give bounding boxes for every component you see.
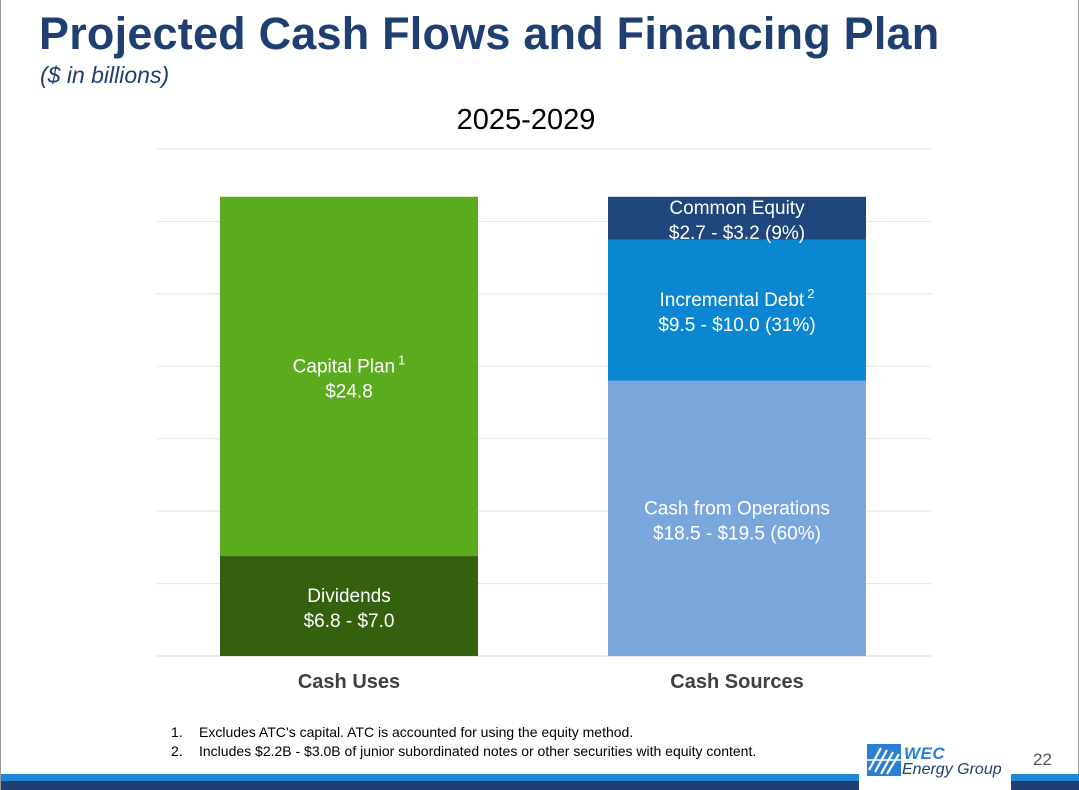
bar-segment-value: $6.8 - $7.0 xyxy=(304,611,395,632)
bar-segment-label: Incremental Debt 2 xyxy=(660,286,815,311)
footnote-1: 1. Excludes ATC’s capital. ATC is accoun… xyxy=(171,723,756,742)
footnote-marker: 1 xyxy=(398,352,405,367)
category-label: Cash Uses xyxy=(298,671,400,693)
bar-segment-value: $24.8 xyxy=(325,381,373,402)
bar-segment xyxy=(220,556,478,656)
bar-segment-label: Cash from Operations xyxy=(644,498,830,519)
wec-logo-icon xyxy=(867,744,901,776)
bar-segment-label: Common Equity xyxy=(669,198,805,219)
bar-segment-value: $18.5 - $19.5 (60%) xyxy=(653,523,821,544)
bar-segment xyxy=(608,196,866,240)
footnote-text: Excludes ATC’s capital. ATC is accounted… xyxy=(199,724,634,740)
footnotes: 1. Excludes ATC’s capital. ATC is accoun… xyxy=(171,723,756,761)
chart-title: 2025-2029 xyxy=(456,104,596,136)
bar-segment-label: Capital Plan 1 xyxy=(293,352,406,377)
page-title: Projected Cash Flows and Financing Plan xyxy=(39,8,940,59)
footnote-marker: 2 xyxy=(807,286,814,301)
footnote-number: 1. xyxy=(171,724,183,740)
logo-text-energy-group: Energy Group xyxy=(902,761,1002,778)
page-number: 22 xyxy=(1033,750,1052,769)
bar-segment xyxy=(220,196,478,557)
category-label: Cash Sources xyxy=(670,671,803,693)
footnote-2: 2. Includes $2.2B - $3.0B of junior subo… xyxy=(171,742,756,761)
stacked-bar-chart: Dividends $6.8 - $7.0 Capital Plan 1 $24.8 Ca… xyxy=(157,148,931,693)
bar-segment xyxy=(608,239,866,381)
bar-segment-value: $9.5 - $10.0 (31%) xyxy=(658,315,815,336)
bar-segment-label: Dividends xyxy=(307,586,390,607)
bar-segment-value: $2.7 - $3.2 (9%) xyxy=(669,223,805,244)
footer-bar-dark xyxy=(1,781,1079,790)
bar-segment xyxy=(608,380,866,656)
page-subtitle: ($ in billions) xyxy=(40,62,170,88)
footnote-text: Includes $2.2B - $3.0B of junior subordi… xyxy=(199,743,757,759)
footer-bar-light xyxy=(1,774,1079,781)
footnote-number: 2. xyxy=(171,743,183,759)
logo-text-wec: WEC xyxy=(904,744,946,763)
company-logo: WEC Energy Group xyxy=(867,744,1007,780)
